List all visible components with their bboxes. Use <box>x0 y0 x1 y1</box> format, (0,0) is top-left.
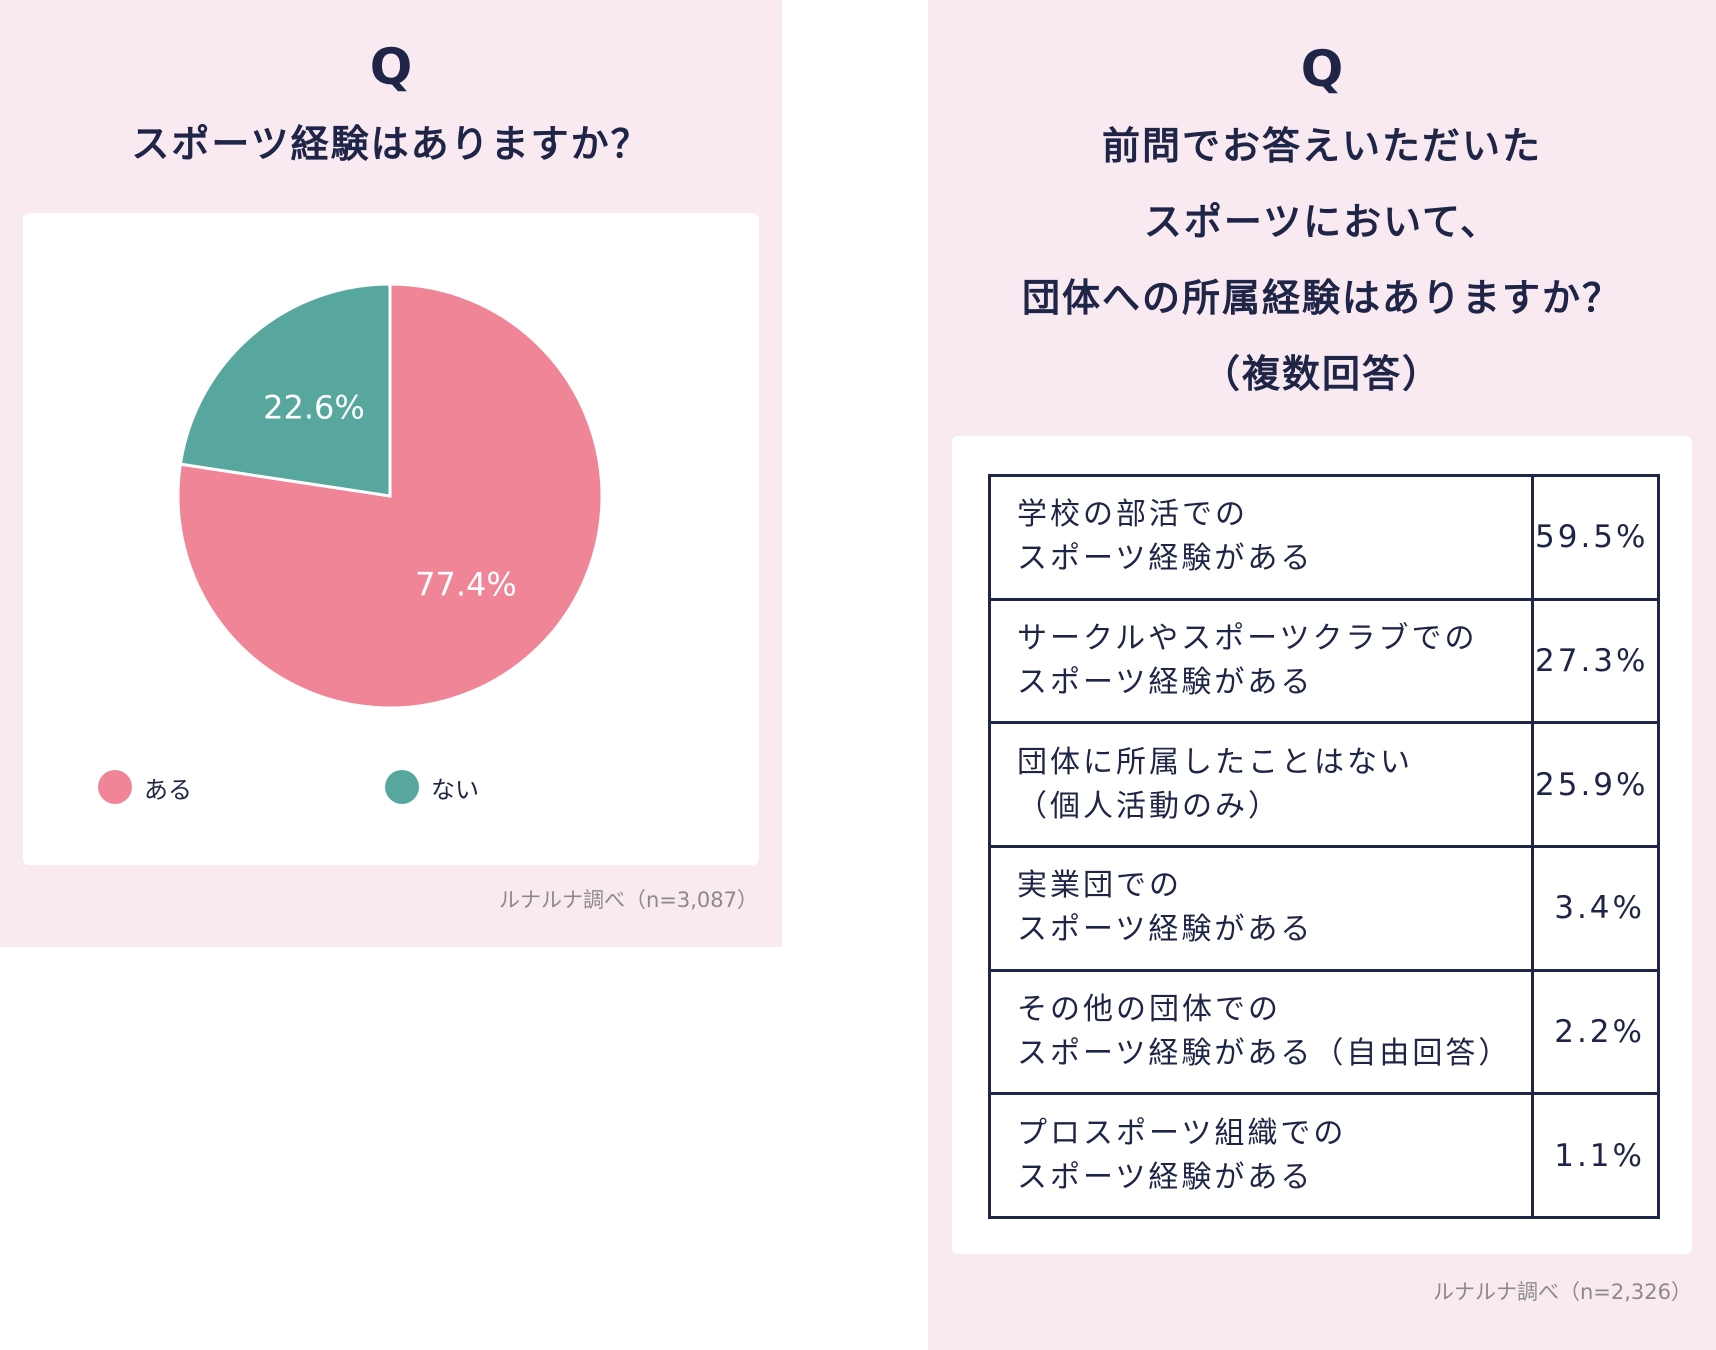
right-source-note: ルナルナ調べ（n=2,326） <box>1432 1280 1692 1304</box>
table-row-label-line: スポーツ経験がある <box>1017 541 1314 577</box>
right-question-title-line-4: （複数回答） <box>1201 352 1442 396</box>
table-row-label: 学校の部活でのスポーツ経験がある <box>988 474 1534 601</box>
table-row-value: 1.1% <box>1531 1092 1660 1219</box>
table-row-label: プロスポーツ組織での スポーツ経験がある <box>988 1092 1534 1219</box>
table-row-label: サークルやスポーツクラブでの スポーツ経験がある <box>988 597 1534 725</box>
right-panel: Q 前問でお答えいただいた スポーツにおいて、 団体への所属経験はありますか？ … <box>928 0 1716 1350</box>
legend-item-aru: ある <box>98 767 192 807</box>
legend-swatch-aru <box>98 770 132 804</box>
table-row-label-line: 学校の部活での <box>1017 497 1248 533</box>
pie-chart-card: 77.4% 22.6% ある ない <box>23 213 759 865</box>
table-row-label-line: 団体に所属したことはない <box>1017 744 1413 780</box>
pie-data-label: 77.4% <box>415 565 517 603</box>
left-question-title: スポーツ経験はありますか？ <box>0 106 782 182</box>
pie-data-label: 22.6% <box>263 389 365 427</box>
table-row-value: 59.5% <box>1531 474 1660 601</box>
table-row-value: 3.4% <box>1531 844 1660 972</box>
table-row-label-line: スポーツ経験がある <box>1017 912 1314 948</box>
right-question-title-line-1: 前問でお答えいただいた <box>1101 124 1542 168</box>
right-q-mark: Q <box>1300 40 1344 98</box>
table-row: プロスポーツ組織での スポーツ経験がある 1.1% <box>988 1092 1660 1219</box>
table-row: 学校の部活での スポーツ経験がある 59.5% <box>988 474 1660 601</box>
table-row-label-line: その他の団体での <box>1017 991 1281 1027</box>
table-row-label-line: プロスポーツ組織での <box>1017 1115 1347 1151</box>
table-row: 実業団での スポーツ経験がある 3.4% <box>988 844 1660 972</box>
table-row-value: 25.9% <box>1531 721 1660 848</box>
table-row-label: その他の団体でのスポーツ経験がある（自由回答） <box>988 968 1534 1096</box>
left-question-title-line: スポーツ経験はありますか？ <box>131 122 651 166</box>
table-row-label-line: （個人活動のみ） <box>1017 788 1281 824</box>
table-row: その他の団体での スポーツ経験がある（自由回答） 2.2% <box>988 968 1660 1096</box>
table-row: 団体に所属したことはない （個人活動のみ） 25.9% <box>988 721 1660 848</box>
right-question-title-line-2: スポーツにおいて、 <box>1143 200 1501 244</box>
table-row-label-line: スポーツ経験がある <box>1017 1159 1314 1195</box>
results-table-card: 学校の部活での スポーツ経験がある 59.5% サークルやスポーツクラブでの スポーツ経… <box>952 436 1692 1254</box>
left-source-note: ルナルナ調べ（n=3,087） <box>498 888 758 912</box>
table-row: サークルやスポーツクラブでの スポーツ経験がある 27.3% <box>988 597 1660 725</box>
pie-chart: 77.4% 22.6% <box>176 282 604 710</box>
left-panel: Q スポーツ経験はありますか？ 77.4% 22.6% ある ない ルナルナ調べ（… <box>0 0 782 947</box>
table-row-value: 27.3% <box>1531 597 1660 725</box>
table-row-label: 団体に所属したことはない （個人活動のみ） <box>988 721 1534 848</box>
legend-swatch-nai <box>385 770 419 804</box>
left-q-mark: Q <box>369 38 413 96</box>
table-row-value: 2.2% <box>1531 968 1660 1096</box>
table-row-label-line: 実業団での <box>1017 868 1182 904</box>
pie-slice-nai <box>178 282 392 498</box>
table-row-label: 実業団でのスポーツ経験がある <box>988 844 1534 972</box>
right-question-title-line-3: 団体への所属経験はありますか？ <box>1021 276 1622 320</box>
legend-item-nai: ない <box>385 767 479 807</box>
legend-label-aru: ある <box>144 775 192 804</box>
right-question-title: 前問でお答えいただいた スポーツにおいて、 団体への所属経験はありますか？ （複… <box>928 108 1716 412</box>
table-row-label-line: スポーツ経験がある <box>1017 664 1314 700</box>
results-table: 学校の部活での スポーツ経験がある 59.5% サークルやスポーツクラブでの スポーツ経… <box>988 474 1660 1219</box>
table-row-label-line: スポーツ経験がある（自由回答） <box>1017 1035 1512 1071</box>
table-row-label-line: サークルやスポーツクラブでの <box>1017 620 1478 656</box>
legend-label-nai: ない <box>431 775 479 804</box>
